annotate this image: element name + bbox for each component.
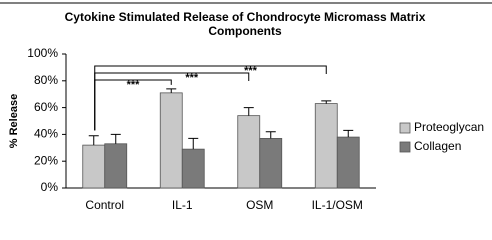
- error-bar: [321, 100, 332, 104]
- bar: [336, 136, 360, 189]
- bar: [181, 148, 205, 189]
- chart-title: Cytokine Stimulated Release of Chondrocy…: [65, 10, 426, 24]
- y-axis-label: % Release: [8, 94, 20, 148]
- x-tick-label: OSM: [246, 198, 273, 212]
- error-bar: [110, 133, 121, 144]
- y-tick-label: 20%: [34, 153, 58, 167]
- legend-swatch: [399, 141, 411, 153]
- y-tick-label: 0%: [41, 180, 59, 194]
- bar: [237, 115, 261, 189]
- significance-label: ***: [127, 79, 141, 91]
- error-bar: [188, 137, 199, 150]
- bar: [259, 138, 283, 189]
- chart-title: Components: [208, 24, 282, 38]
- significance-label: ***: [185, 72, 199, 84]
- significance-bracket: [94, 65, 327, 131]
- error-bar: [343, 129, 354, 138]
- x-tick-label: IL-1/OSM: [312, 198, 363, 212]
- x-tick-label: IL-1: [172, 198, 193, 212]
- bar: [104, 143, 128, 189]
- y-tick-label: 80%: [34, 73, 58, 87]
- bar: [159, 92, 183, 189]
- bar: [314, 103, 338, 189]
- error-bar: [166, 88, 177, 93]
- error-bar: [265, 131, 276, 139]
- chart: Cytokine Stimulated Release of Chondrocy…: [0, 2, 492, 212]
- bar: [82, 144, 106, 189]
- legend-label: Collagen: [414, 139, 461, 153]
- y-tick-label: 60%: [34, 100, 58, 114]
- y-tick-label: 100%: [27, 46, 58, 60]
- legend-swatch: [399, 122, 411, 134]
- error-bar: [243, 107, 254, 116]
- legend-label: Proteoglycan: [414, 120, 484, 134]
- significance-label: ***: [244, 65, 258, 77]
- x-tick-label: Control: [85, 198, 124, 212]
- y-tick-label: 40%: [34, 127, 58, 141]
- error-bar: [88, 135, 99, 146]
